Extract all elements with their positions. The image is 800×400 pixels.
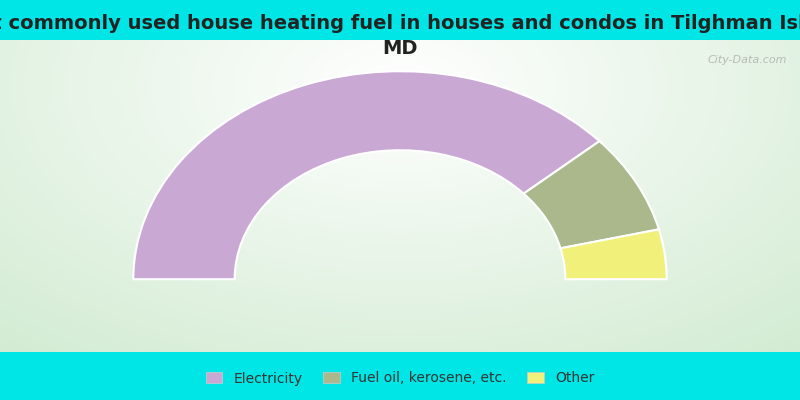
Wedge shape [134,71,599,279]
Text: City-Data.com: City-Data.com [707,54,786,64]
Wedge shape [561,229,666,279]
Legend: Electricity, Fuel oil, kerosene, etc., Other: Electricity, Fuel oil, kerosene, etc., O… [200,366,600,391]
Wedge shape [524,141,659,248]
Text: Most commonly used house heating fuel in houses and condos in Tilghman Island,
M: Most commonly used house heating fuel in… [0,14,800,58]
